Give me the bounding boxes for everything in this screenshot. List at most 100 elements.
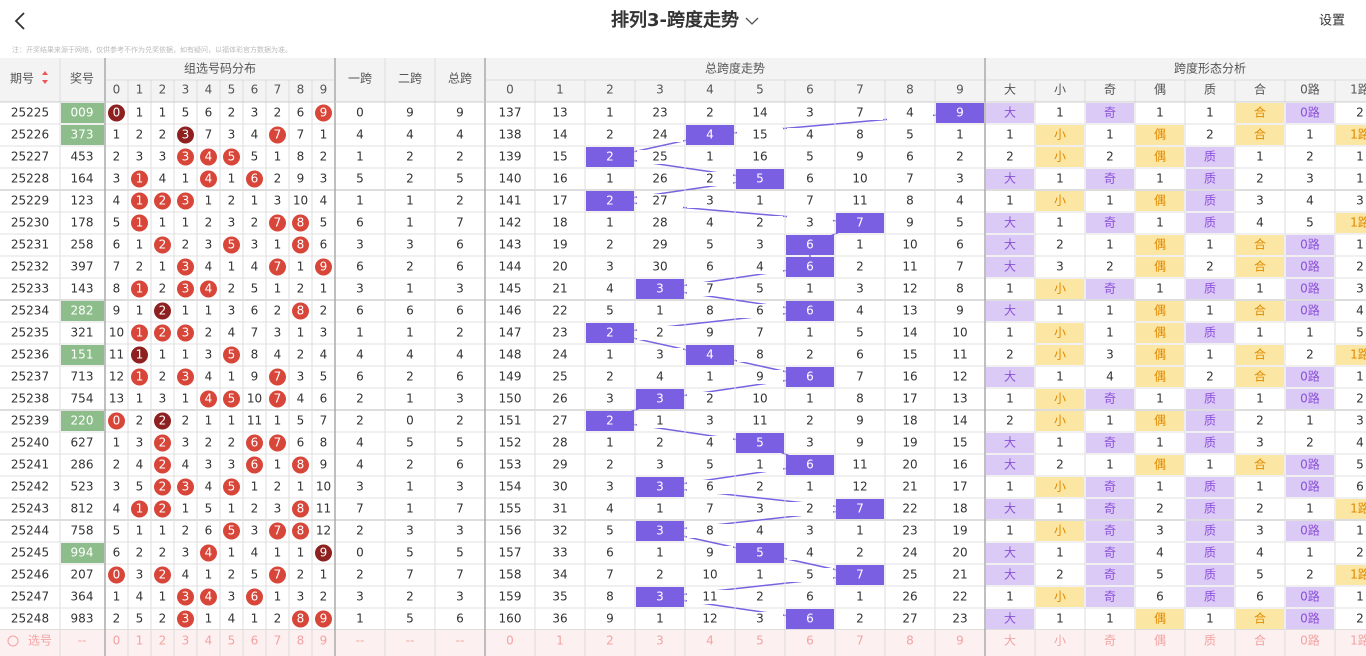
dist-value: 3 bbox=[320, 326, 328, 340]
dist-value: 7 bbox=[113, 260, 121, 274]
dist-value: 0 bbox=[113, 568, 121, 582]
page-title[interactable]: 排列3-跨度走势 bbox=[611, 9, 739, 31]
dist-value: 4 bbox=[136, 458, 144, 472]
form-value: 2 bbox=[1206, 128, 1214, 142]
trend-value: 6 bbox=[806, 458, 814, 472]
total-span: 3 bbox=[456, 590, 464, 604]
yi-span: 6 bbox=[356, 304, 364, 318]
trend-value: 1 bbox=[856, 590, 864, 604]
form-highlight bbox=[1086, 543, 1134, 563]
dist-value: 3 bbox=[182, 590, 190, 604]
trend-value: 2 bbox=[806, 502, 814, 516]
column-header: 一跨 bbox=[348, 72, 372, 86]
trend-cell bbox=[887, 216, 933, 230]
dist-value: 2 bbox=[297, 348, 305, 362]
form-value: 1 bbox=[1306, 326, 1314, 340]
trend-value: 6 bbox=[806, 590, 814, 604]
form-value: 大 bbox=[1004, 370, 1016, 384]
dist-value: 1 bbox=[205, 304, 213, 318]
dist-value: 4 bbox=[251, 128, 259, 142]
trend-hit bbox=[836, 499, 884, 519]
settings-button[interactable]: 设置 bbox=[1319, 14, 1345, 29]
dist-value: 1 bbox=[228, 260, 236, 274]
dist-value: 5 bbox=[251, 568, 259, 582]
form-value: 5 bbox=[1156, 568, 1164, 582]
dist-value: 4 bbox=[205, 282, 213, 296]
er-span: 2 bbox=[406, 172, 414, 186]
dist-value: 1 bbox=[251, 612, 259, 626]
form-value: 1 bbox=[1056, 502, 1064, 516]
sort-icon bbox=[42, 71, 48, 84]
yi-span: 6 bbox=[356, 216, 364, 230]
column-header: 总跨 bbox=[448, 72, 472, 86]
trend-cell bbox=[937, 194, 983, 208]
trend-cell bbox=[487, 304, 533, 318]
trend-value: 19 bbox=[552, 238, 567, 252]
back-button[interactable] bbox=[14, 12, 25, 30]
dist-value: 2 bbox=[228, 568, 236, 582]
trend-cell bbox=[487, 172, 533, 186]
er-span: 1 bbox=[406, 502, 414, 516]
form-value: 合 bbox=[1254, 303, 1266, 318]
trend-cell bbox=[487, 238, 533, 252]
dist-value: 5 bbox=[136, 480, 144, 494]
form-value: 1 bbox=[1356, 590, 1364, 604]
draw-number: 373 bbox=[71, 128, 94, 142]
hit-ball bbox=[269, 368, 286, 386]
trend-cell bbox=[537, 216, 583, 230]
trend-value: 26 bbox=[552, 392, 567, 406]
title-dropdown[interactable] bbox=[745, 17, 759, 25]
trend-value: 2 bbox=[806, 348, 814, 362]
form-highlight bbox=[1136, 191, 1184, 211]
trend-value: 1 bbox=[856, 238, 864, 252]
trend-cell bbox=[837, 524, 883, 538]
trend-hit bbox=[736, 433, 784, 453]
trend-cell bbox=[587, 370, 633, 384]
dist-value: 1 bbox=[320, 568, 328, 582]
trend-cell bbox=[937, 216, 983, 230]
form-value: 1 bbox=[1056, 304, 1064, 318]
dist-value: 3 bbox=[182, 326, 190, 340]
form-highlight bbox=[986, 103, 1034, 123]
trend-value: 9 bbox=[906, 216, 914, 230]
dist-value: 1 bbox=[113, 128, 121, 142]
form-highlight bbox=[1086, 103, 1134, 123]
hit-ball bbox=[200, 280, 217, 298]
form-value: 奇 bbox=[1104, 392, 1116, 406]
form-highlight bbox=[1186, 389, 1234, 409]
form-value: 4 bbox=[1356, 304, 1364, 318]
column-header: 奇 bbox=[1104, 83, 1116, 97]
form-value: 偶 bbox=[1154, 612, 1166, 626]
form-value: 小 bbox=[1054, 150, 1066, 164]
trend-cell bbox=[637, 304, 683, 318]
trend-hit bbox=[586, 191, 634, 211]
trend-cell bbox=[837, 370, 883, 384]
period: 25229 bbox=[11, 194, 49, 208]
trend-cell bbox=[837, 436, 883, 450]
trend-value: 5 bbox=[756, 172, 764, 186]
form-value: 1 bbox=[1156, 392, 1164, 406]
trend-cell bbox=[887, 370, 933, 384]
trend-value: 141 bbox=[499, 194, 522, 208]
dist-value: 4 bbox=[182, 568, 190, 582]
dist-value: 2 bbox=[205, 436, 213, 450]
footer-label: 选号 bbox=[28, 634, 52, 648]
trend-cell bbox=[837, 480, 883, 494]
dist-value: 2 bbox=[274, 106, 282, 120]
hit-ball bbox=[131, 192, 148, 210]
dist-value: 4 bbox=[113, 194, 121, 208]
period: 25244 bbox=[11, 524, 49, 538]
form-highlight bbox=[1036, 345, 1084, 365]
trend-value: 12 bbox=[952, 370, 967, 384]
dist-value: 3 bbox=[297, 370, 305, 384]
form-highlight bbox=[1186, 587, 1234, 607]
trend-cell bbox=[587, 612, 633, 626]
yi-span: 3 bbox=[356, 480, 364, 494]
trend-value: 12 bbox=[702, 612, 717, 626]
dist-value: 4 bbox=[205, 546, 213, 560]
hit-ball bbox=[292, 500, 309, 518]
form-value: 1 bbox=[1306, 502, 1314, 516]
er-span: 1 bbox=[406, 326, 414, 340]
footer-digit: 7 bbox=[856, 634, 864, 648]
trend-value: 160 bbox=[499, 612, 522, 626]
